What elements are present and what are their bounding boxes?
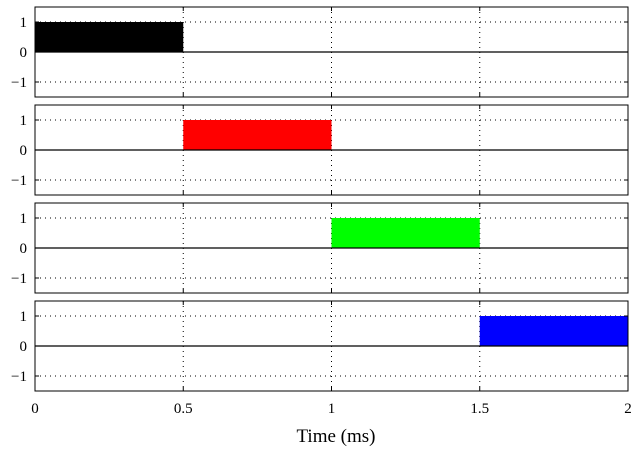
subplot-4: 1 0 −1 (11, 300, 629, 392)
x-tick-label: 0 (31, 401, 39, 417)
y-tick-label: 0 (20, 143, 28, 159)
x-axis-title: Time (ms) (296, 426, 375, 447)
y-tick-label: −1 (11, 271, 27, 287)
y-tick-label: −1 (11, 75, 27, 91)
x-axis: 0 0.5 1 1.5 2 (31, 401, 632, 417)
x-tick-label: 0.5 (174, 401, 193, 417)
x-tick-label: 1 (328, 401, 336, 417)
x-tick-label: 1.5 (470, 401, 489, 417)
y-tick-label: 1 (20, 309, 28, 325)
subplot-3: 1 0 −1 (11, 202, 629, 294)
y-tick-label: 0 (20, 241, 28, 257)
x-tick-label: 2 (624, 401, 632, 417)
pulse-bar (35, 22, 184, 52)
pulse-bar (479, 316, 628, 346)
y-tick-label: 1 (20, 113, 28, 129)
pulse-bar (183, 120, 332, 150)
y-tick-label: 1 (20, 15, 28, 31)
y-tick-label: 0 (20, 339, 28, 355)
y-tick-label: 1 (20, 211, 28, 227)
y-tick-label: 0 (20, 45, 28, 61)
y-tick-label: −1 (11, 173, 27, 189)
subplot-2: 1 0 −1 (11, 104, 629, 196)
pulse-bar (331, 218, 480, 248)
y-tick-label: −1 (11, 369, 27, 385)
subplot-1: 1 0 −1 (11, 6, 629, 98)
subplot-stack: 1 0 −1 1 0 −1 1 0 −1 1 0 −1 (11, 6, 629, 392)
